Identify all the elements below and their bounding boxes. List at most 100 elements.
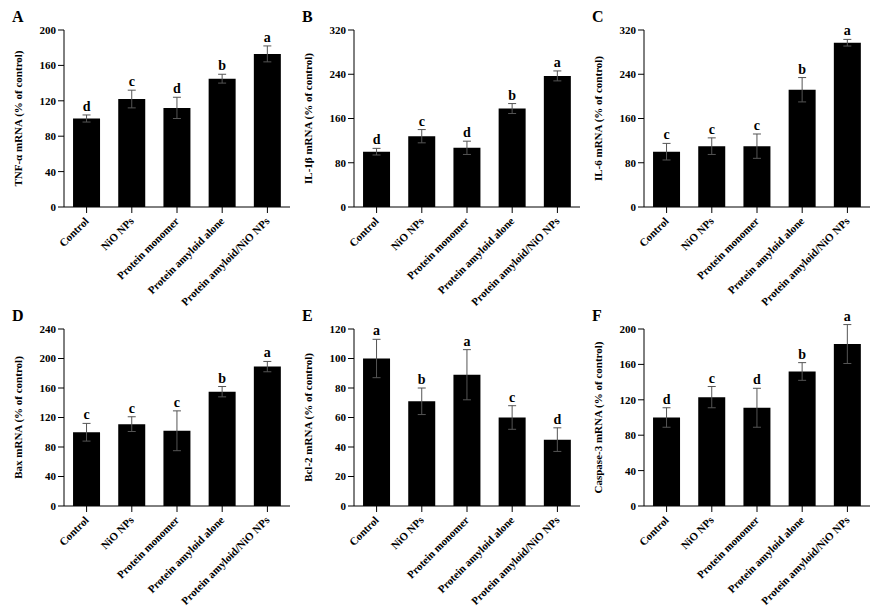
svg-text:Control: Control [347,514,381,548]
svg-text:0: 0 [51,500,57,512]
svg-text:Control: Control [637,215,671,249]
svg-text:0: 0 [51,201,57,213]
svg-text:320: 320 [620,24,637,36]
svg-text:80: 80 [335,157,347,169]
svg-text:c: c [709,371,715,386]
svg-text:Protein amyloid alone: Protein amyloid alone [725,514,806,595]
svg-text:c: c [129,401,135,416]
svg-text:120: 120 [620,394,637,406]
svg-text:Caspase-3 mRNA (% of control): Caspase-3 mRNA (% of control) [592,341,605,493]
svg-text:TNF-α mRNA (% of control): TNF-α mRNA (% of control) [12,50,25,186]
svg-text:b: b [798,62,806,77]
svg-text:160: 160 [330,112,347,124]
svg-text:160: 160 [40,59,57,71]
svg-text:c: c [663,127,669,142]
svg-text:d: d [373,132,381,147]
svg-text:Protein monomer: Protein monomer [694,214,762,282]
svg-text:40: 40 [45,166,57,178]
svg-text:40: 40 [45,470,57,482]
svg-text:d: d [553,412,561,427]
svg-text:a: a [463,334,470,349]
svg-text:c: c [174,395,180,410]
svg-text:a: a [264,345,271,360]
svg-text:NiO NPs: NiO NPs [388,513,426,551]
svg-text:b: b [218,371,226,386]
svg-text:Protein amyloid alone: Protein amyloid alone [145,514,226,595]
svg-text:a: a [844,309,851,324]
svg-text:NiO NPs: NiO NPs [678,513,716,551]
svg-text:160: 160 [620,358,637,370]
svg-text:0: 0 [631,201,637,213]
svg-text:40: 40 [625,465,637,477]
svg-text:Protein monomer: Protein monomer [114,214,182,282]
svg-text:c: c [83,407,89,422]
svg-text:160: 160 [620,112,637,124]
svg-text:IL-6 mRNA (% of control): IL-6 mRNA (% of control) [592,56,605,181]
svg-text:c: c [509,390,515,405]
svg-text:80: 80 [45,441,57,453]
svg-text:120: 120 [330,323,347,335]
svg-text:d: d [83,99,91,114]
svg-text:100: 100 [330,352,347,364]
svg-text:80: 80 [335,382,347,394]
svg-text:d: d [663,392,671,407]
svg-text:a: a [554,55,561,70]
svg-text:a: a [844,23,851,38]
svg-text:Control: Control [57,215,91,249]
svg-text:120: 120 [40,95,57,107]
svg-text:320: 320 [330,24,347,36]
svg-text:160: 160 [40,382,57,394]
svg-text:80: 80 [45,130,57,142]
svg-text:NiO NPs: NiO NPs [98,214,136,252]
svg-text:c: c [419,114,425,129]
svg-text:Protein amyloid/NiO NPs: Protein amyloid/NiO NPs [759,513,853,606]
svg-text:a: a [373,323,380,338]
svg-text:0: 0 [341,500,347,512]
svg-text:Protein amyloid/NiO NPs: Protein amyloid/NiO NPs [179,513,273,606]
svg-text:IL-1β mRNA (% of control): IL-1β mRNA (% of control) [302,53,315,184]
svg-text:b: b [218,58,226,73]
svg-text:d: d [753,372,761,387]
svg-text:240: 240 [330,68,347,80]
svg-text:NiO NPs: NiO NPs [678,214,716,252]
svg-text:Control: Control [347,215,381,249]
svg-text:Bax mRNA (% of control): Bax mRNA (% of control) [12,356,25,479]
svg-text:b: b [418,372,426,387]
svg-text:0: 0 [631,500,637,512]
svg-text:c: c [754,118,760,133]
svg-text:120: 120 [40,411,57,423]
svg-text:Protein amyloid/NiO NPs: Protein amyloid/NiO NPs [759,214,853,307]
svg-text:80: 80 [625,429,637,441]
svg-text:Control: Control [57,514,91,548]
svg-text:40: 40 [335,441,347,453]
svg-text:Protein monomer: Protein monomer [114,513,182,581]
svg-text:Protein amyloid/NiO NPs: Protein amyloid/NiO NPs [179,214,273,307]
svg-text:Protein amyloid alone: Protein amyloid alone [145,215,226,296]
svg-text:200: 200 [620,323,637,335]
svg-text:c: c [709,122,715,137]
svg-text:Bcl-2 mRNA (% of control): Bcl-2 mRNA (% of control) [302,353,315,482]
svg-text:Control: Control [637,514,671,548]
svg-text:240: 240 [40,323,57,335]
svg-text:Protein amyloid alone: Protein amyloid alone [435,215,516,296]
svg-text:NiO NPs: NiO NPs [98,513,136,551]
svg-text:240: 240 [620,68,637,80]
svg-text:b: b [508,88,516,103]
svg-text:a: a [264,30,271,45]
svg-text:c: c [129,74,135,89]
svg-text:80: 80 [625,157,637,169]
svg-text:Protein amyloid alone: Protein amyloid alone [725,215,806,296]
svg-text:200: 200 [40,24,57,36]
svg-text:0: 0 [341,201,347,213]
svg-text:NiO NPs: NiO NPs [388,214,426,252]
svg-text:Protein amyloid/NiO NPs: Protein amyloid/NiO NPs [469,513,563,606]
svg-text:d: d [463,125,471,140]
svg-text:b: b [798,347,806,362]
svg-text:Protein monomer: Protein monomer [404,214,472,282]
svg-text:60: 60 [335,411,347,423]
svg-text:Protein amyloid/NiO NPs: Protein amyloid/NiO NPs [469,214,563,307]
svg-text:Protein amyloid alone: Protein amyloid alone [435,514,516,595]
svg-text:d: d [173,81,181,96]
svg-text:200: 200 [40,352,57,364]
svg-text:20: 20 [335,470,347,482]
